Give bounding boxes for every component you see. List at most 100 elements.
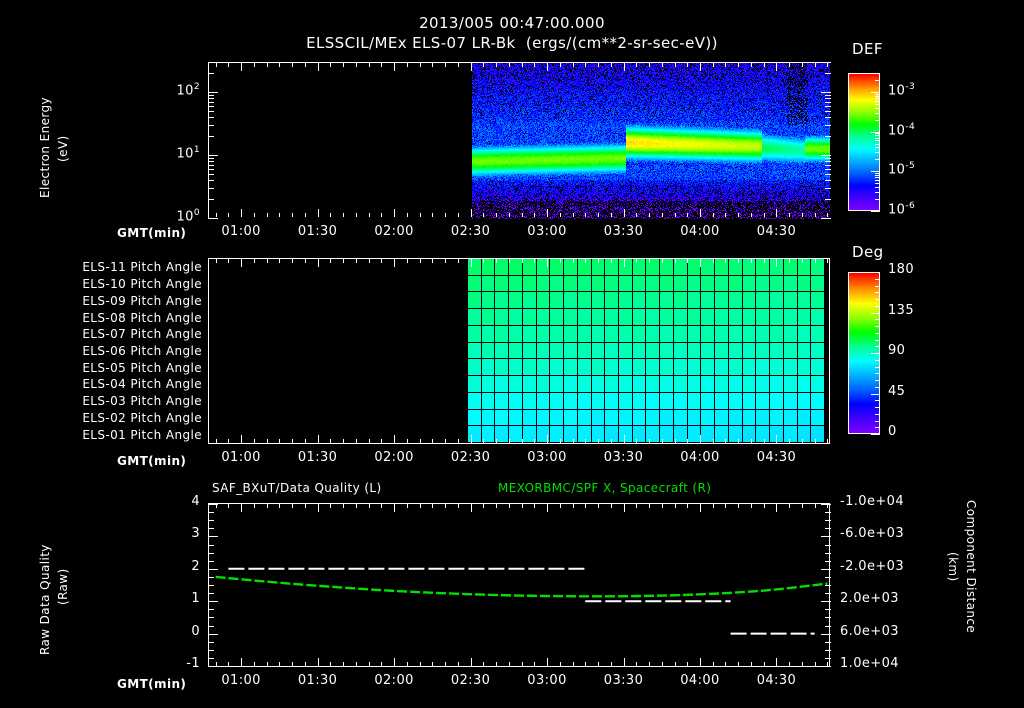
x-tick	[267, 212, 268, 217]
def-colorbar-tick	[875, 101, 880, 102]
pitch-angle-cell	[770, 342, 784, 360]
x-tick	[573, 212, 574, 217]
y-tick	[208, 125, 214, 126]
pitch-angle-cell	[701, 342, 716, 360]
pitch-angle-cell	[564, 392, 578, 410]
x-tick	[534, 504, 535, 509]
cb-base: 10	[888, 83, 906, 99]
pitch-angle-cell	[495, 275, 510, 293]
x-tick	[522, 438, 523, 443]
x-tick	[292, 63, 293, 68]
x-tick	[751, 212, 752, 217]
deg-colorbar-tick	[875, 292, 880, 293]
y-tick	[825, 98, 831, 99]
pitch-angle-cell	[756, 292, 771, 310]
pitch-angle-cell	[591, 309, 606, 326]
x-tick	[534, 259, 535, 264]
panel3-xtick-label: 03:00	[527, 673, 567, 688]
x-tick	[267, 259, 268, 264]
y-tick	[208, 165, 214, 166]
x-tick	[649, 438, 650, 443]
pitch-angle-cell	[756, 259, 771, 276]
panel3-ytick-left	[208, 601, 218, 602]
pitch-angle-cell	[564, 309, 578, 326]
x-tick	[471, 658, 472, 666]
x-tick	[369, 259, 370, 264]
pitch-angle-cell	[660, 292, 674, 310]
x-tick	[254, 212, 255, 217]
x-tick	[267, 438, 268, 443]
x-tick	[356, 212, 357, 217]
pitch-angle-cell	[577, 292, 592, 310]
x-tick	[279, 63, 280, 68]
def-colorbar-title: DEF	[852, 40, 883, 58]
pitch-angle-cell	[728, 292, 743, 310]
x-tick	[636, 212, 637, 217]
y-tick	[208, 95, 214, 96]
pitch-angle-cell	[811, 292, 825, 310]
panel1-ytick-label: 101	[156, 145, 200, 161]
panel3-ytick-label-left: 1	[191, 591, 200, 607]
x-tick	[713, 504, 714, 509]
pitch-angle-cell	[770, 376, 784, 393]
x-tick	[445, 661, 446, 666]
x-tick	[369, 504, 370, 509]
deg-colorbar-tick	[875, 286, 880, 287]
panel3-ytick-left	[208, 666, 218, 667]
pitch-angle-cell	[742, 309, 757, 326]
x-tick	[713, 212, 714, 217]
panel2-xlabel: GMT(min)	[117, 454, 187, 468]
def-colorbar-tick	[875, 138, 880, 139]
x-tick	[318, 658, 319, 666]
pitch-angle-cell	[481, 292, 496, 310]
panel3-title-right: MEXORBMC/SPF X, Spacecraft (R)	[498, 481, 712, 495]
deg-colorbar-tick	[875, 367, 880, 368]
pitch-angle-cell	[550, 409, 565, 427]
pitch-angle-cell	[673, 426, 688, 443]
x-tick	[815, 438, 816, 443]
x-tick	[318, 259, 319, 267]
pitch-angle-cell	[605, 426, 620, 443]
x-tick	[585, 438, 586, 443]
panel3-ytick-right	[821, 666, 831, 667]
x-tick	[700, 259, 701, 267]
panel3-ytick-right	[825, 545, 831, 546]
pitch-angle-cell	[509, 275, 523, 293]
pitch-angle-cell	[756, 309, 771, 326]
ytick-base: 10	[176, 209, 194, 225]
cb-exponent: -3	[905, 81, 916, 92]
x-tick	[725, 63, 726, 68]
x-tick	[420, 661, 421, 666]
pitch-angle-cell	[495, 409, 510, 427]
panel3-ytick-right	[825, 577, 831, 578]
pitch-angle-cell	[687, 409, 702, 427]
x-tick	[522, 212, 523, 217]
panel3-ytick-right	[825, 650, 831, 651]
x-tick	[815, 259, 816, 264]
pitch-angle-cell	[468, 309, 482, 326]
x-tick	[675, 63, 676, 68]
pitch-angle-cell	[770, 259, 784, 276]
pitch-angle-cell	[495, 426, 510, 443]
pitch-angle-cell	[605, 275, 620, 293]
x-tick	[318, 504, 319, 512]
x-tick	[611, 212, 612, 217]
def-colorbar-tick	[875, 177, 880, 178]
pitch-angle-cell	[687, 275, 702, 293]
pitch-angle-cell	[687, 325, 702, 343]
pitch-angle-cell	[811, 426, 825, 443]
panel2-row-label: ELS-06 Pitch Angle	[82, 344, 202, 358]
x-tick	[241, 63, 242, 71]
def-colorbar-tick	[875, 175, 880, 176]
pitch-angle-cell	[591, 342, 606, 360]
x-tick	[534, 212, 535, 217]
panel3-xtick-label: 03:30	[603, 673, 644, 688]
x-tick	[496, 504, 497, 509]
x-tick	[789, 212, 790, 217]
pitch-angle-cell	[481, 409, 496, 427]
pitch-angle-cell	[783, 309, 798, 326]
x-tick	[292, 212, 293, 217]
x-tick	[305, 259, 306, 264]
deg-colorbar-tick	[875, 387, 880, 388]
pitch-angle-cell	[468, 392, 482, 410]
